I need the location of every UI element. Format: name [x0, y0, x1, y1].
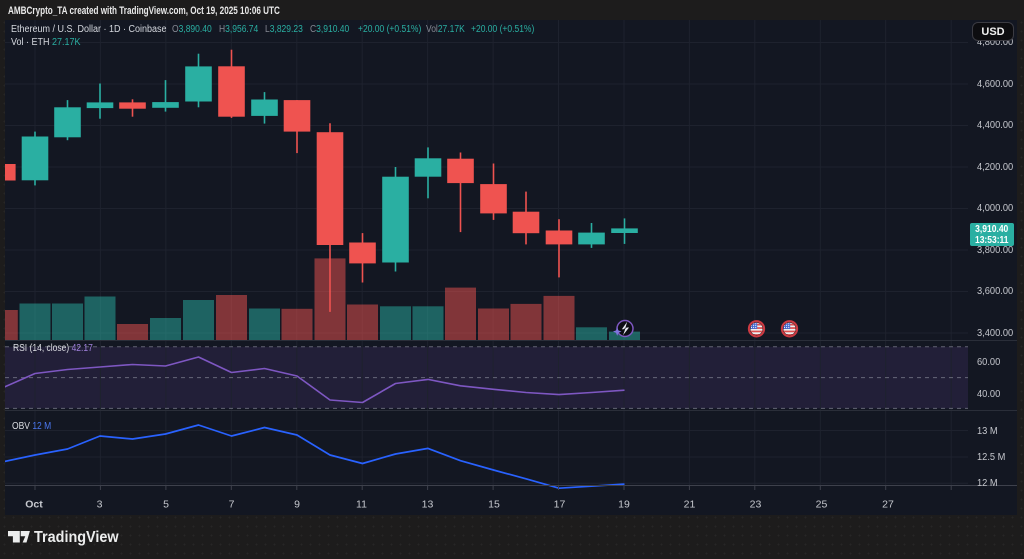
svg-text:5: 5 [163, 499, 169, 511]
svg-text:15: 15 [488, 499, 500, 511]
svg-text:17: 17 [554, 499, 566, 511]
svg-text:13: 13 [422, 499, 434, 511]
svg-text:9: 9 [294, 499, 300, 511]
svg-text:3: 3 [97, 499, 103, 511]
svg-text:25: 25 [816, 499, 828, 511]
svg-text:19: 19 [618, 499, 630, 511]
svg-text:7: 7 [229, 499, 235, 511]
svg-text:27: 27 [882, 499, 894, 511]
svg-text:Oct: Oct [25, 499, 43, 511]
svg-text:21: 21 [684, 499, 696, 511]
svg-text:23: 23 [750, 499, 762, 511]
svg-text:11: 11 [356, 499, 367, 511]
